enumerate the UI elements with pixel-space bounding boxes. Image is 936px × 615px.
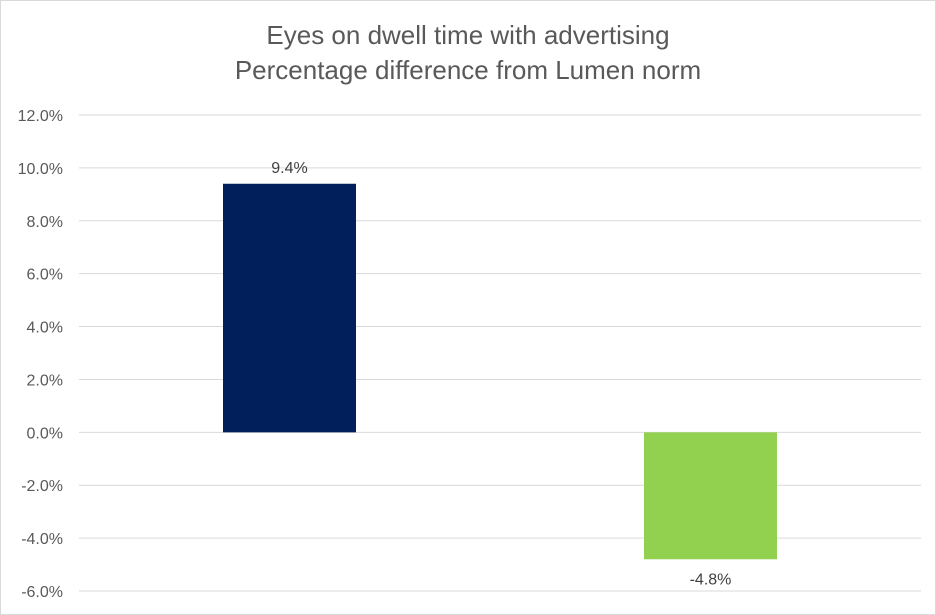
bar	[223, 183, 356, 433]
y-tick-label: 8.0%	[27, 214, 63, 231]
y-tick-label: 12.0%	[18, 108, 63, 125]
y-tick-label: -4.0%	[21, 531, 63, 548]
y-tick-label: 4.0%	[27, 320, 63, 337]
chart-title: Eyes on dwell time with advertising	[266, 20, 669, 50]
bar-data-label: -4.8%	[690, 571, 732, 588]
gridlines	[79, 114, 921, 592]
y-tick-label: -2.0%	[21, 478, 63, 495]
y-axis-tick-labels: 12.0% 10.0% 8.0% 6.0% 4.0% 2.0% 0.0% -2.0% -4.0%…	[18, 108, 63, 601]
y-tick-label: 6.0%	[27, 267, 63, 284]
y-tick-label: 10.0%	[18, 161, 63, 178]
y-tick-label: 0.0%	[27, 425, 63, 442]
bar	[644, 432, 777, 560]
y-tick-label: -6.0%	[21, 584, 63, 601]
bar-data-label: 9.4%	[271, 160, 307, 177]
bars	[223, 183, 777, 560]
chart-subtitle: Percentage difference from Lumen norm	[235, 55, 701, 85]
data-labels: 9.4% -4.8%	[271, 160, 731, 589]
y-tick-label: 2.0%	[27, 372, 63, 389]
